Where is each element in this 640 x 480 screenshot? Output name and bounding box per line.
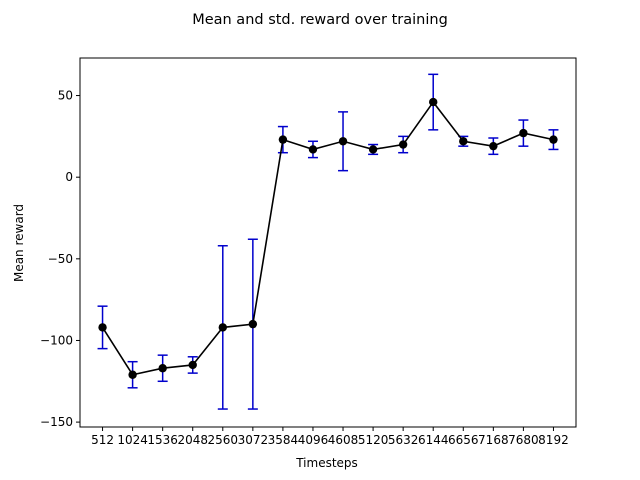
x-tick-label: 1024: [117, 433, 148, 447]
x-tick-label: 7168: [478, 433, 509, 447]
data-point: [278, 135, 288, 144]
x-tick-label: 8192: [538, 433, 569, 447]
data-point: [158, 364, 167, 373]
y-axis-label: Mean reward: [12, 204, 26, 282]
x-tick-label: 6656: [448, 433, 479, 447]
data-point: [248, 319, 258, 329]
y-tick-label: −100: [40, 333, 73, 347]
x-tick-label: 5632: [388, 433, 419, 447]
data-point: [519, 128, 528, 138]
data-point: [128, 370, 137, 379]
y-tick-label: 0: [65, 170, 73, 184]
x-tick-label: 7680: [508, 433, 539, 447]
y-tick-label: −50: [48, 252, 73, 266]
x-tick-label: 5120: [358, 433, 389, 447]
x-tick-label: 512: [91, 433, 114, 447]
data-point: [549, 135, 558, 144]
data-point: [218, 323, 227, 332]
x-tick-label: 2560: [208, 433, 239, 447]
x-axis-label: Timesteps: [295, 456, 358, 470]
data-point: [188, 360, 197, 370]
axes-frame: [79, 57, 577, 428]
data-point: [429, 97, 438, 107]
data-point: [459, 137, 468, 146]
data-point: [308, 145, 318, 154]
x-tick-label: 3584: [268, 433, 299, 447]
data-point: [338, 137, 348, 146]
data-point: [368, 145, 378, 154]
y-tick-label: −150: [40, 415, 73, 429]
series-line: [101, 100, 554, 376]
x-tick-label: 6144: [418, 433, 449, 447]
data-point: [398, 140, 408, 149]
x-tick-label: 4608: [328, 433, 359, 447]
x-tick-label: 3072: [238, 433, 269, 447]
y-tick-label: 50: [58, 89, 73, 103]
plot-area: −150 −100 −50 0 50 512 1024 1536 2048 2560 3072 358…: [40, 57, 577, 447]
x-tick-label: 4096: [298, 433, 329, 447]
data-point: [489, 141, 498, 151]
data-point: [98, 323, 107, 332]
x-tick-label: 2048: [177, 433, 208, 447]
chart-title: Mean and std. reward over training: [192, 12, 448, 28]
x-tick-label: 1536: [147, 433, 178, 447]
